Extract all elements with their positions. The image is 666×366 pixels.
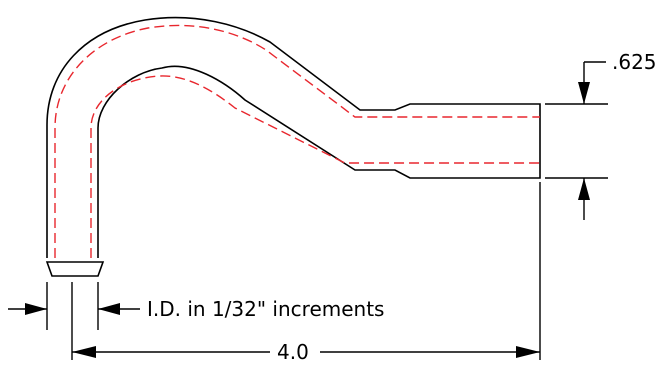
pipe-outer-wall (46, 16, 541, 258)
dim-id-arrow-right-head (98, 303, 120, 315)
dim-id-label: I.D. in 1/32" increments (147, 297, 384, 321)
pipe-centerline-inner (90, 75, 540, 258)
dim-height-arrow-bottom-head (578, 178, 590, 200)
dim-height-label: .625 (612, 50, 657, 74)
dim-id-arrow-left-head (25, 303, 47, 315)
dim-height-arrow-top-head (578, 82, 590, 104)
dim-length-arrow-left-head (72, 346, 96, 358)
pipe-end-flare (45, 261, 105, 277)
dim-length-label: 4.0 (277, 340, 309, 364)
dim-length-arrow-right-head (516, 346, 540, 358)
pipe-centerline-outer (54, 24, 540, 258)
